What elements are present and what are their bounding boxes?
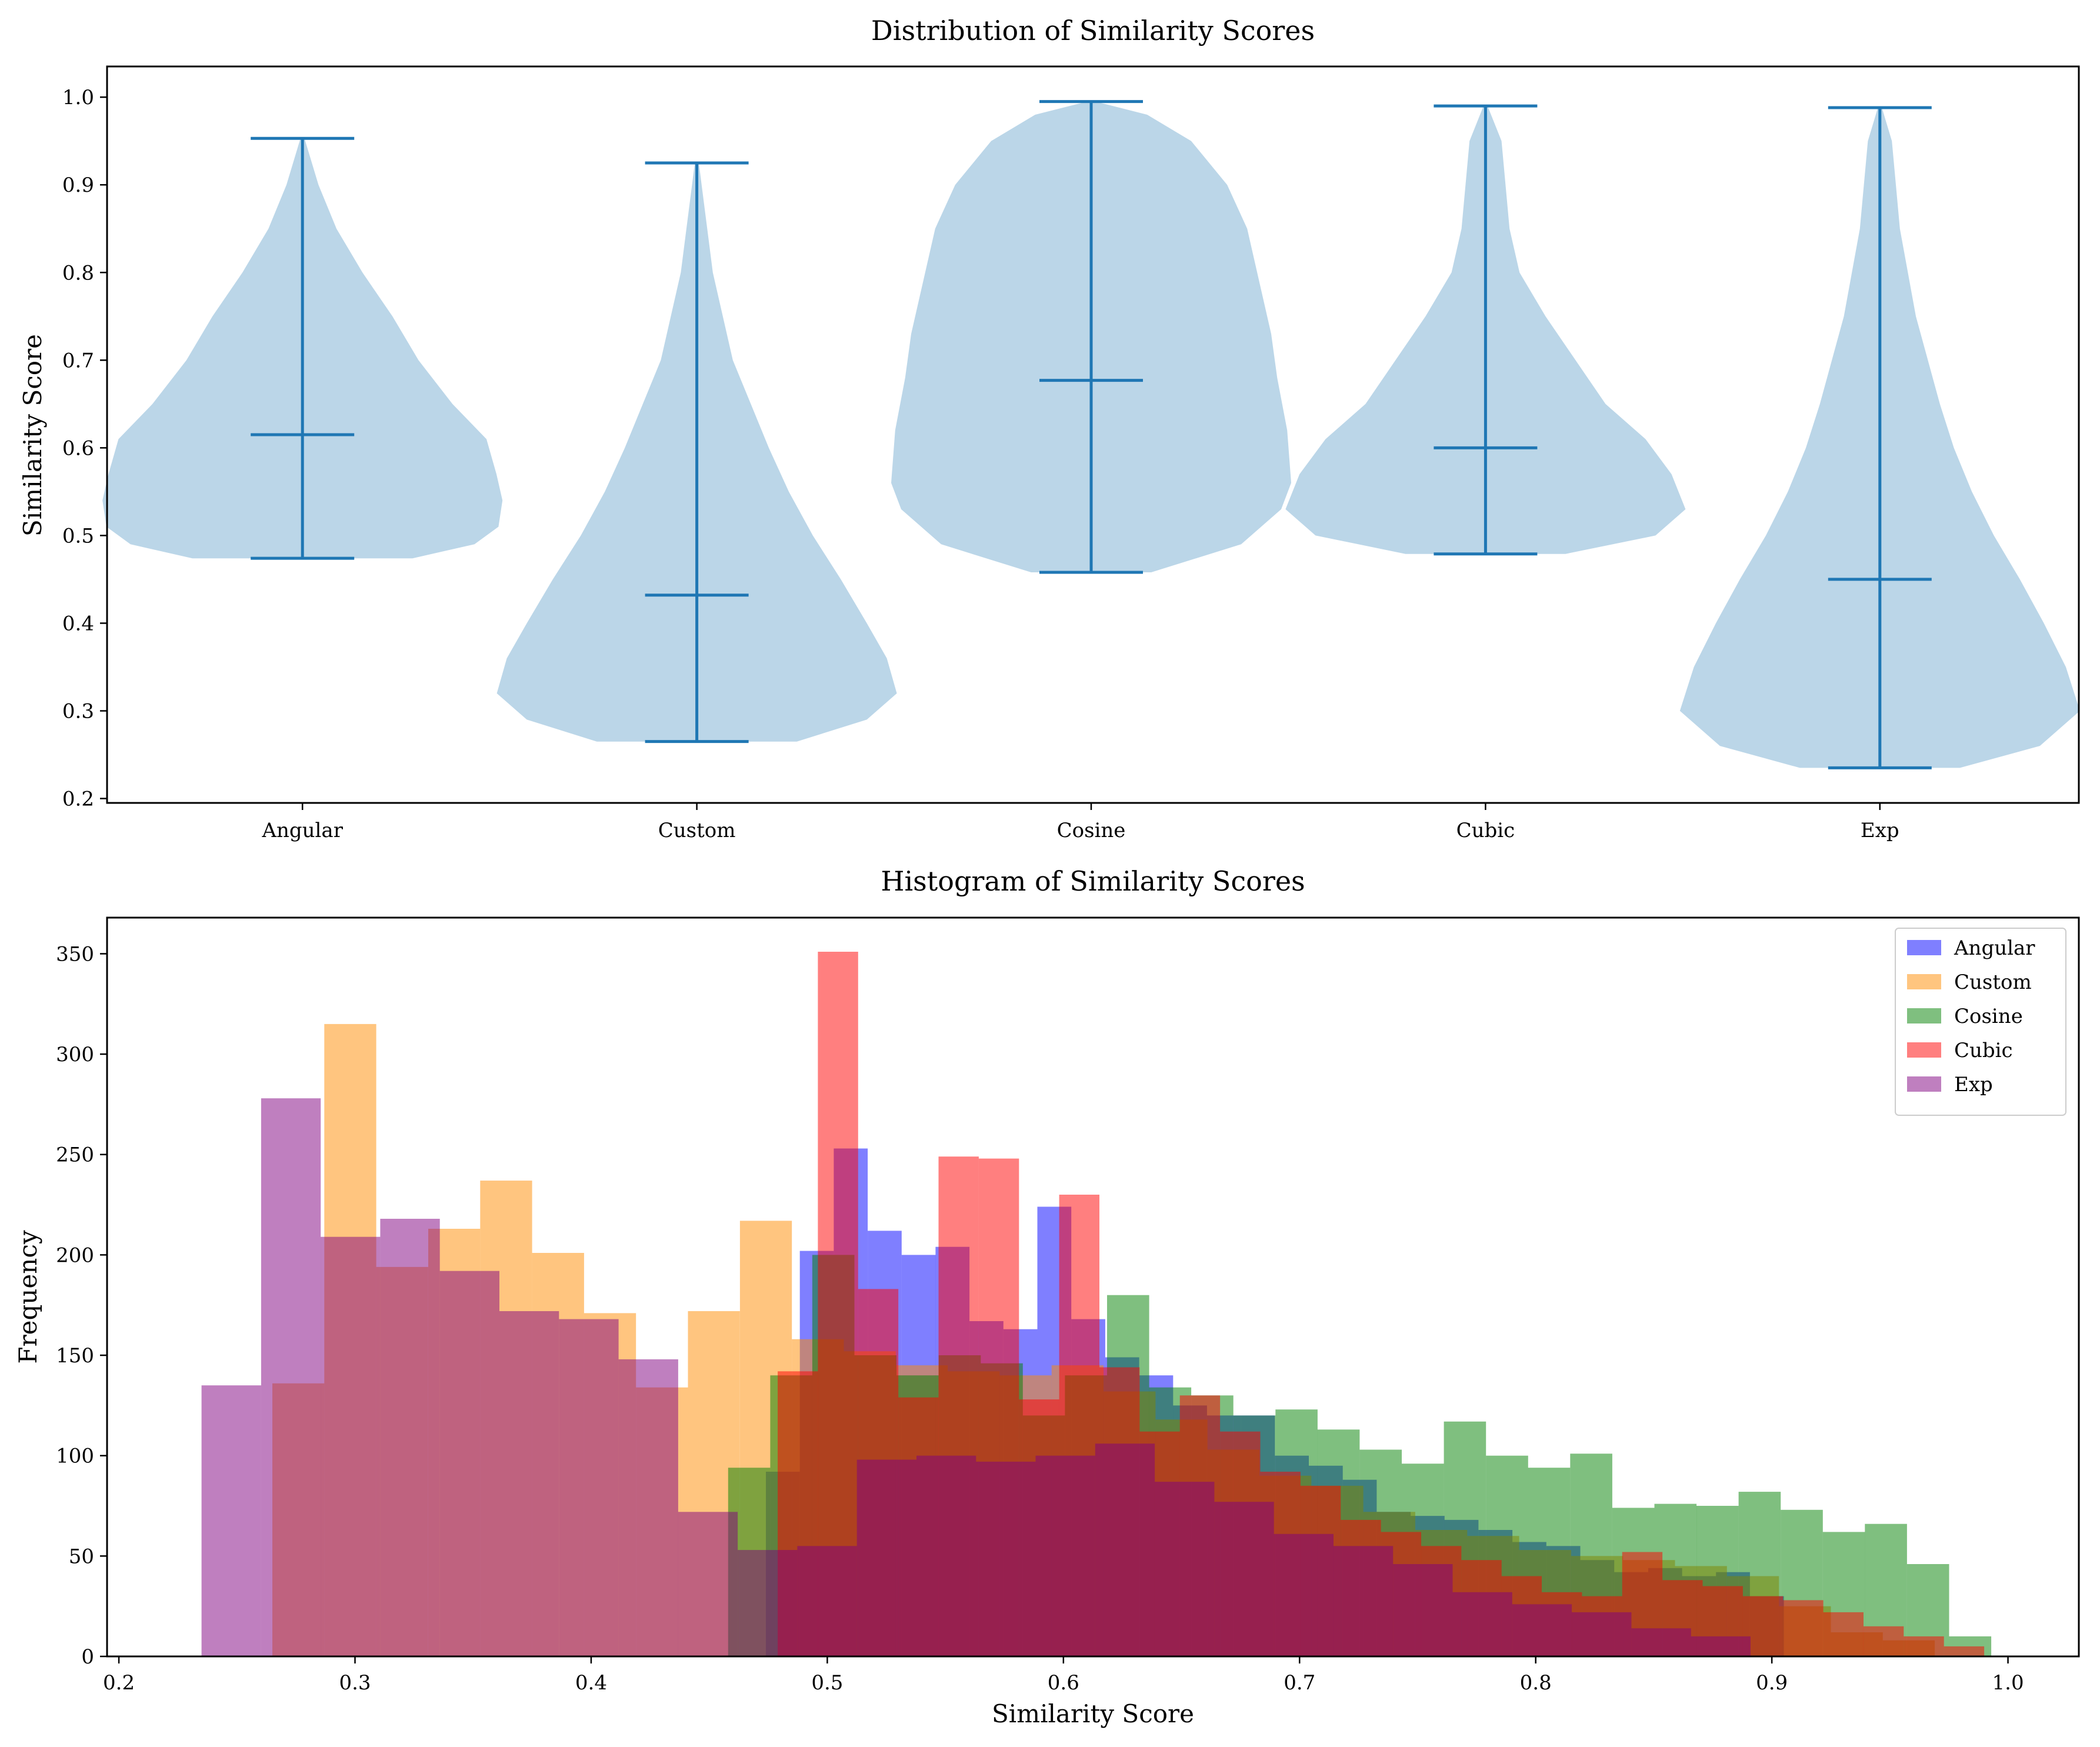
- histogram-bar: [380, 1219, 440, 1656]
- histogram-panel: Histogram of Similarity Scores Frequency…: [14, 865, 2080, 1728]
- histogram-bar: [559, 1319, 619, 1656]
- histogram-x-tick-label: 0.3: [339, 1671, 371, 1695]
- histogram-bar: [856, 1459, 916, 1656]
- histogram-y-tick-label: 150: [56, 1344, 94, 1368]
- legend-label-cosine: Cosine: [1954, 1005, 2023, 1028]
- histogram-y-axis-label: Frequency: [14, 1230, 42, 1363]
- violin-y-tick-label: 1.0: [62, 86, 94, 109]
- histogram-bar: [321, 1236, 381, 1656]
- legend-label-custom: Custom: [1954, 971, 2032, 994]
- violin-y-tick-label: 0.8: [62, 261, 94, 285]
- histogram-y-tick-label: 100: [56, 1445, 94, 1468]
- violin-y-tick-label: 0.7: [62, 349, 94, 372]
- histogram-bar: [1512, 1604, 1572, 1656]
- histogram-bar: [1863, 1626, 1904, 1656]
- histogram-y-tick-label: 50: [69, 1545, 94, 1568]
- histogram-y-tick-label: 250: [56, 1143, 94, 1167]
- histogram-plot-frame: [106, 916, 2080, 1658]
- histogram-bar: [1631, 1628, 1691, 1656]
- violin-title: Distribution of Similarity Scores: [871, 15, 1315, 46]
- violin-x-tick-label-cosine: Cosine: [1057, 819, 1126, 842]
- histogram-bar: [1393, 1564, 1453, 1656]
- histogram-bar: [916, 1455, 976, 1656]
- histogram-y-tick-label: 300: [56, 1043, 94, 1066]
- histogram-title: Histogram of Similarity Scores: [881, 865, 1305, 897]
- histogram-y-tick-label: 200: [56, 1243, 94, 1267]
- histogram-bar: [1333, 1546, 1394, 1656]
- histogram-x-tick-label: 0.7: [1284, 1671, 1315, 1695]
- legend-label-angular: Angular: [1954, 936, 2035, 960]
- histogram-bar: [1155, 1482, 1215, 1656]
- histogram-bar: [1944, 1646, 1985, 1656]
- violin-x-tick-label-exp: Exp: [1861, 819, 1899, 842]
- histogram-bar: [678, 1512, 738, 1656]
- histogram-x-tick-label: 0.8: [1520, 1671, 1552, 1695]
- histogram-bar: [261, 1098, 321, 1656]
- legend-swatch-cosine: [1907, 1008, 1941, 1023]
- histogram-y-tick-label: 350: [56, 942, 94, 966]
- histogram-x-tick-label: 0.2: [103, 1671, 135, 1695]
- histogram-bar: [499, 1311, 559, 1656]
- violin-ticks: Angular Custom Cosine Cubic Exp 0.2 0.3 0.4 0.5 0…: [62, 86, 1899, 842]
- violin-y-tick-label: 0.9: [62, 174, 94, 197]
- histogram-bar: [818, 952, 858, 1656]
- violin-marks: [102, 100, 2080, 769]
- histogram-bar: [1783, 1600, 1824, 1656]
- histogram-bar: [1823, 1612, 1864, 1656]
- violin-x-tick-label-angular: Angular: [261, 819, 343, 842]
- histogram-x-axis-label: Similarity Score: [992, 1699, 1194, 1728]
- legend-swatch-angular: [1907, 940, 1941, 955]
- violin-x-tick-label-custom: Custom: [658, 819, 736, 842]
- histogram-bar: [1274, 1533, 1334, 1656]
- legend-swatch-exp: [1907, 1076, 1941, 1092]
- histogram-bar: [1452, 1592, 1512, 1656]
- legend-swatch-cubic: [1907, 1042, 1941, 1058]
- histogram-ticks: 0.2 0.3 0.4 0.5 0.6 0.7 0.8 0.9 1.0 0 50 100 150 200 2…: [56, 942, 2024, 1695]
- violin-y-tick-label: 0.6: [62, 436, 94, 460]
- histogram-x-tick-label: 0.5: [811, 1671, 843, 1695]
- histogram-bar: [1035, 1455, 1095, 1656]
- histogram-bar: [618, 1359, 678, 1656]
- violin-panel: Distribution of Similarity Scores Simila…: [18, 15, 2080, 842]
- histogram-legend: Angular Custom Cosine Cubic Exp: [1895, 928, 2066, 1116]
- histogram-bar: [1572, 1612, 1632, 1656]
- violin-y-axis-label: Similarity Score: [18, 334, 47, 536]
- histogram-marks: [201, 952, 1992, 1656]
- legend-label-exp: Exp: [1954, 1073, 1993, 1096]
- violin-y-tick-label: 0.4: [62, 612, 94, 635]
- histogram-bar: [976, 1461, 1036, 1656]
- violin-y-tick-label: 0.5: [62, 524, 94, 548]
- histogram-bar: [1691, 1636, 1751, 1656]
- violin-y-tick-label: 0.2: [62, 788, 94, 811]
- histogram-bar: [1095, 1443, 1155, 1656]
- histogram-series-exp: [201, 1098, 1751, 1656]
- violin-y-tick-label: 0.3: [62, 700, 94, 724]
- histogram-bar: [201, 1385, 261, 1656]
- histogram-bar: [1904, 1636, 1944, 1656]
- histogram-x-tick-label: 0.9: [1756, 1671, 1788, 1695]
- violin-x-tick-label-cubic: Cubic: [1456, 819, 1515, 842]
- legend-swatch-custom: [1907, 974, 1941, 989]
- histogram-bar: [1214, 1502, 1274, 1656]
- histogram-bar: [738, 1550, 798, 1656]
- histogram-x-tick-label: 0.4: [575, 1671, 607, 1695]
- histogram-x-tick-label: 1.0: [1992, 1671, 2024, 1695]
- legend-label-cubic: Cubic: [1954, 1039, 2013, 1062]
- violin-plot-frame: [106, 65, 2080, 804]
- histogram-bar: [797, 1546, 857, 1656]
- histogram-y-tick-label: 0: [81, 1645, 94, 1669]
- histogram-x-tick-label: 0.6: [1048, 1671, 1079, 1695]
- histogram-bar: [439, 1271, 499, 1656]
